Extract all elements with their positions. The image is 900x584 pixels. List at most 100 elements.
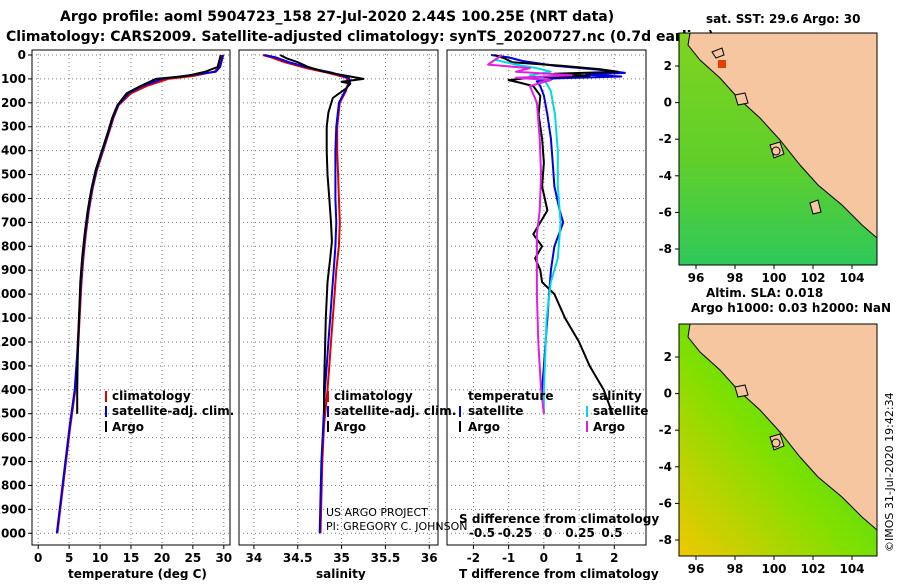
argo-float-marker — [771, 146, 781, 156]
series-argo — [76, 54, 222, 414]
x-tick-label: 20 — [154, 551, 171, 565]
legend-argo-swatch — [105, 421, 107, 432]
legend-s-argo-label: Argo — [593, 420, 625, 434]
s-tick-label: 0.5 — [601, 526, 622, 540]
map-y-tick-label: -6 — [659, 496, 672, 510]
x-tick-label: 34 — [246, 551, 263, 565]
temperature-legend: climatology satellite-adj. clim. Argo — [105, 389, 234, 434]
header-line2: Climatology: CARS2009. Satellite-adjuste… — [6, 29, 714, 45]
salinity-panel-frame — [238, 49, 439, 546]
depth-tick-label: 1300 — [0, 359, 26, 373]
salinity-xlabel: salinity — [316, 567, 366, 580]
difference-panel-frame — [446, 49, 647, 546]
x-tick-label: 10 — [92, 551, 109, 565]
map-y-tick-label: -2 — [659, 132, 672, 146]
legend-argo-label: Argo — [112, 420, 144, 434]
difference-xlabel2: S difference from climatology — [459, 512, 659, 526]
depth-tick-label: 500 — [1, 168, 26, 182]
series-s-satellite — [494, 54, 562, 414]
map-bottom-frame — [678, 323, 878, 557]
depth-tick-label: 900 — [1, 263, 26, 277]
s-tick-label: -0.5 — [469, 526, 495, 540]
legend-satellite-swatch — [105, 406, 107, 417]
credit-text: ©IMOS 31-Jul-2020 19:42:34 — [883, 392, 896, 552]
map-x-tick-label: 100 — [761, 271, 786, 285]
depth-tick-label: 100 — [1, 72, 26, 86]
temperature-xlabel: temperature (deg C) — [68, 567, 207, 580]
map-top-frame — [678, 32, 878, 266]
grid-layer — [32, 50, 646, 545]
altimetry-label: Altim. SLA: 0.018 — [706, 286, 823, 300]
depth-tick-label: 600 — [1, 191, 26, 205]
legend-salinity-title: salinity — [592, 389, 642, 403]
land-sumatra — [687, 324, 877, 531]
map-top — [678, 32, 878, 266]
depth-tick-label: 0 — [18, 48, 26, 62]
legend-climatology-label: climatology — [334, 389, 413, 403]
legend-satellite-swatch — [327, 406, 329, 417]
x-tick-label: 35 — [333, 551, 350, 565]
depth-axis: 0 100 200 300 400 500 600 700 800 900 1000 1100 1200… — [0, 48, 32, 540]
x-tick-label: 36 — [421, 551, 438, 565]
depth-tick-label: 1500 — [0, 407, 26, 421]
depth-tick-label: 1600 — [0, 431, 26, 445]
map-x-tick-label: 98 — [727, 271, 744, 285]
map-y-tick-label: 2 — [664, 59, 672, 73]
legend-s-satellite-swatch — [586, 406, 588, 417]
legend-t-satellite-label: satellite — [468, 404, 523, 418]
depth-tick-label: 2000 — [0, 526, 26, 540]
hot-spot — [718, 60, 726, 68]
map-x-tick-label: 96 — [688, 562, 705, 576]
island-nias — [734, 384, 749, 398]
legend-s-satellite-label: satellite — [593, 404, 648, 418]
x-tick-label: 25 — [185, 551, 202, 565]
legend-climatology-swatch — [105, 391, 107, 402]
depth-tick-label: 1000 — [0, 287, 26, 301]
depth-tick-label: 700 — [1, 215, 26, 229]
x-tick-label: -1 — [502, 551, 515, 565]
map-x-tick-label: 102 — [800, 271, 825, 285]
depth-tick-label: 1200 — [0, 335, 26, 349]
legend-temperature-title: temperature — [468, 389, 553, 403]
map-y-tick-label: 2 — [664, 350, 672, 364]
map-bottom — [678, 323, 878, 557]
series-t-satellite — [490, 54, 626, 414]
map-top-title: sat. SST: 29.6 Argo: 30 — [706, 12, 860, 26]
map-x-tick-label: 100 — [761, 562, 786, 576]
series-argo — [279, 54, 365, 414]
x-tick-label: 15 — [123, 551, 140, 565]
difference-legend: temperature salinity satellite Argo sate… — [459, 389, 648, 434]
depth-tick-label: 1400 — [0, 383, 26, 397]
legend-argo-label: Argo — [334, 420, 366, 434]
s-tick-label: 0.25 — [565, 526, 595, 540]
x-tick-label: 5 — [65, 551, 73, 565]
map-y-tick-label: -8 — [659, 242, 672, 256]
depth-tick-label: 1800 — [0, 478, 26, 492]
project-annotation: US ARGO PROJECT — [326, 506, 428, 519]
depth-tick-label: 1100 — [0, 311, 26, 325]
legend-t-argo-swatch — [459, 421, 461, 432]
map-x-tick-label: 96 — [688, 271, 705, 285]
legend-climatology-swatch — [327, 391, 329, 402]
series-s-argo — [487, 54, 573, 414]
island-simeulue — [711, 47, 725, 59]
s-tick-label: 0 — [544, 526, 552, 540]
difference-xlabel: T difference from climatology — [459, 567, 659, 580]
legend-s-argo-swatch — [586, 421, 588, 432]
map-ticks: 96 98 100 102 104 2 0 -2 -4 -6 -8 96 98 100 102 104 2 0 -2… — [659, 59, 865, 576]
legend-t-argo-label: Argo — [468, 420, 500, 434]
map-y-tick-label: -4 — [659, 460, 672, 474]
series-t-argo — [494, 54, 619, 415]
depth-tick-label: 1900 — [0, 502, 26, 516]
map-x-tick-label: 104 — [839, 562, 864, 576]
map-x-tick-label: 98 — [727, 562, 744, 576]
depth-tick-label: 1700 — [0, 455, 26, 469]
island-nias — [734, 92, 749, 106]
x-tick-label: 2 — [610, 551, 618, 565]
depth-tick-label: 200 — [1, 96, 26, 110]
land-sumatra — [687, 33, 877, 239]
x-tick-label: -2 — [467, 551, 480, 565]
legend-satellite-label: satellite-adj. clim. — [112, 404, 234, 418]
